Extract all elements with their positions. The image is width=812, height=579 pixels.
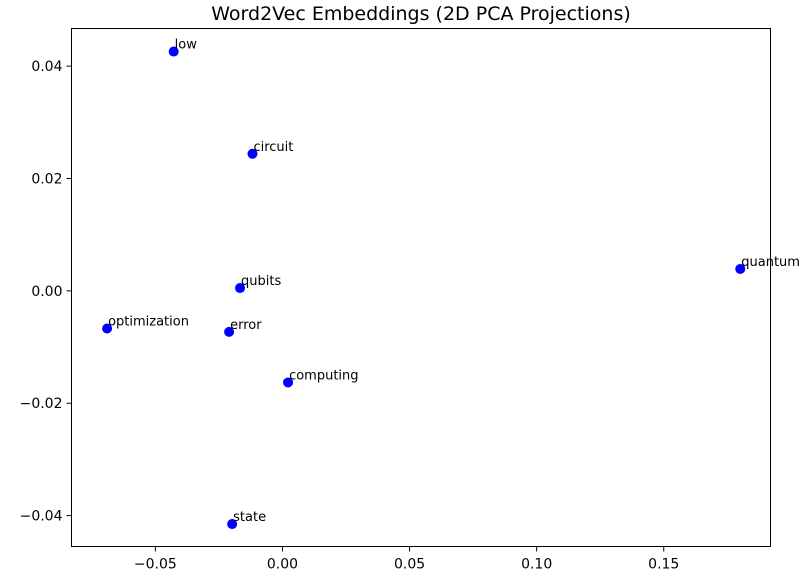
y-tick-label: −0.02 xyxy=(20,396,63,412)
x-tick-label: 0.00 xyxy=(267,557,298,573)
y-tick-label: 0.02 xyxy=(31,172,62,188)
data-point-computing xyxy=(283,377,294,388)
x-tick-label: 0.05 xyxy=(394,557,425,573)
chart-title: Word2Vec Embeddings (2D PCA Projections) xyxy=(211,3,631,25)
y-tick-label: 0.04 xyxy=(31,59,62,75)
x-tick-label: −0.05 xyxy=(134,557,177,573)
data-point-low xyxy=(168,46,179,57)
data-point-state xyxy=(227,519,238,530)
point-label-quantum: quantum xyxy=(741,255,800,270)
point-label-error: error xyxy=(230,318,262,333)
x-tick-label: 0.15 xyxy=(648,557,679,573)
point-label-optimization: optimization xyxy=(108,315,189,330)
data-point-circuit xyxy=(247,148,258,159)
data-point-optimization xyxy=(102,323,113,334)
data-point-qubits xyxy=(235,283,246,294)
point-label-qubits: qubits xyxy=(241,274,281,289)
point-label-state: state xyxy=(233,510,266,525)
data-point-quantum xyxy=(735,263,746,274)
data-points xyxy=(102,46,746,530)
point-label-low: low xyxy=(175,38,198,53)
point-label-circuit: circuit xyxy=(253,140,293,155)
x-axis: −0.05 0.00 0.05 0.10 0.15 xyxy=(134,546,679,573)
point-labels: low circuit quantum qubits optimization error… xyxy=(108,38,800,525)
y-axis: 0.04 0.02 0.00 −0.02 −0.04 xyxy=(20,59,72,525)
point-label-computing: computing xyxy=(289,368,358,383)
x-tick-label: 0.10 xyxy=(521,557,552,573)
data-point-error xyxy=(224,326,235,337)
y-tick-label: −0.04 xyxy=(20,509,63,525)
y-tick-label: 0.00 xyxy=(31,284,62,300)
plot-area xyxy=(71,28,771,547)
